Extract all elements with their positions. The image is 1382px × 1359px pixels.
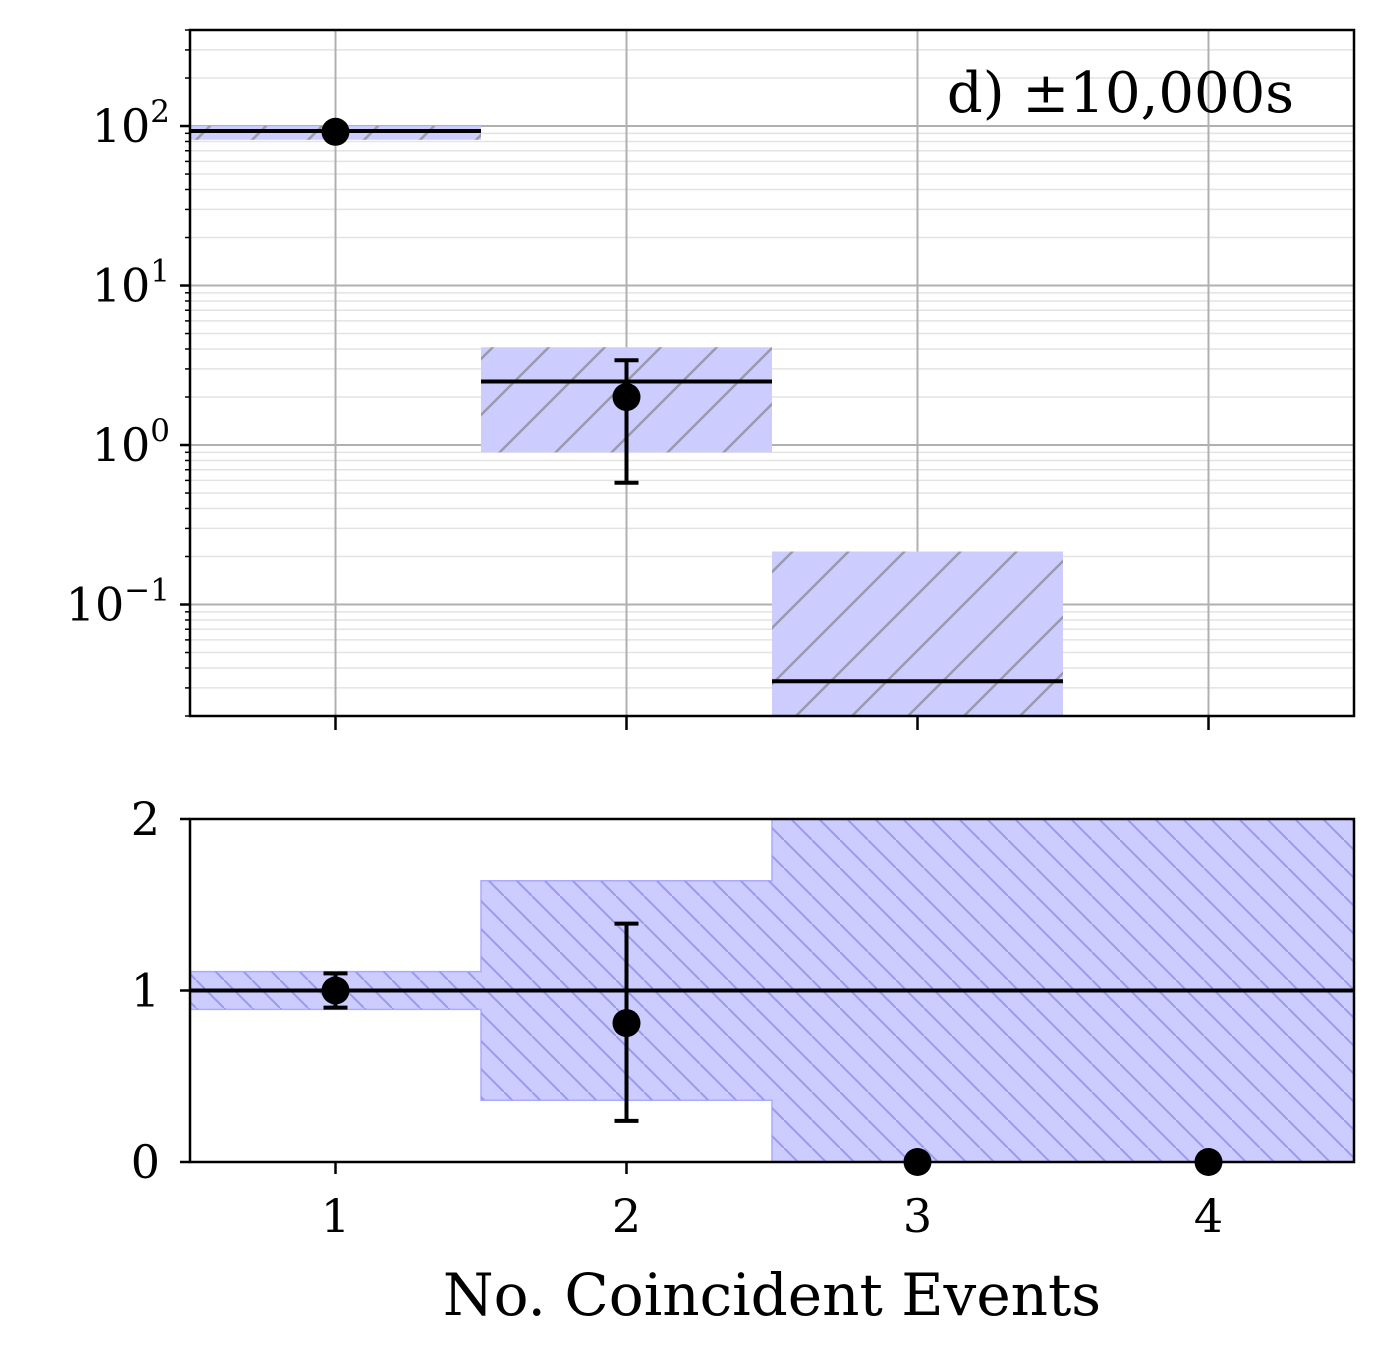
bottom-x-tick-label: 2: [612, 1189, 641, 1243]
top-uncertainty-hatch: [772, 551, 1063, 716]
y-tick-base: 10: [92, 418, 151, 472]
bottom-y-tick-label: 2: [131, 792, 160, 846]
top-observed-point: [612, 383, 641, 412]
bottom-y-tick-label: 1: [131, 964, 160, 1018]
y-tick-exponent: 0: [150, 413, 170, 449]
y-tick-base: 10: [92, 259, 151, 313]
panel-annotation: d) ±10,000s: [947, 61, 1294, 126]
top-y-tick-label: 10−1: [66, 573, 170, 632]
bottom-y-tick-label: 0: [131, 1135, 160, 1189]
y-tick-exponent: 2: [150, 94, 170, 130]
y-tick-exponent: −1: [124, 573, 170, 609]
y-tick-base: 10: [92, 99, 151, 153]
bottom-x-tick-label: 4: [1194, 1189, 1223, 1243]
labels-layer: d) ±10,000s No. Coincident Events: [443, 61, 1294, 1329]
top-plot-frame: [188, 28, 1356, 718]
bottom-ratio-point: [321, 976, 350, 1005]
y-tick-exponent: 1: [150, 254, 170, 290]
top-observed-point: [321, 117, 350, 146]
x-axis-label: No. Coincident Events: [443, 1261, 1101, 1329]
top-y-tick-label: 100: [92, 413, 170, 472]
bottom-x-tick-label: 1: [321, 1189, 350, 1243]
bottom-ratio-point: [612, 1009, 641, 1038]
top-y-tick-label: 102: [92, 94, 170, 153]
top-y-tick-label: 101: [92, 254, 170, 313]
bottom-x-tick-label: 3: [903, 1189, 932, 1243]
bottom-panel: 0 1 2 1 2 3 4: [131, 792, 1356, 1243]
y-tick-base: 10: [66, 578, 125, 632]
